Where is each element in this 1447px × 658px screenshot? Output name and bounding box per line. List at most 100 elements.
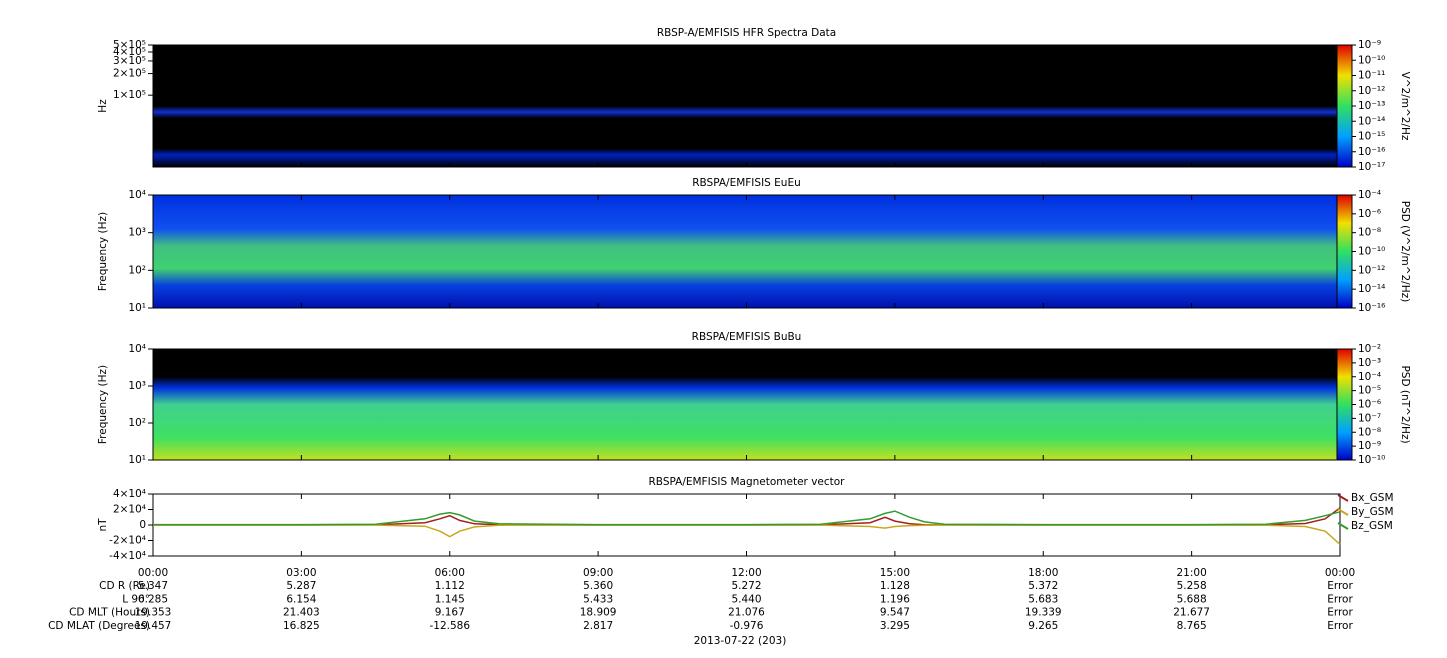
colorbar-tick-label: 10⁻⁹ bbox=[1358, 440, 1381, 452]
y-tick-label: 10⁴ bbox=[128, 189, 146, 201]
colorbar-tick-label: 10⁻¹¹ bbox=[1358, 70, 1385, 82]
colorbar-tick-label: 10⁻¹⁴ bbox=[1358, 115, 1385, 127]
colorbar-tick-label: 10⁻¹⁰ bbox=[1358, 246, 1385, 258]
y-tick-label: 5×10⁵ bbox=[113, 39, 146, 51]
y-axis-label: nT bbox=[97, 518, 109, 532]
ephemeris-value: 19.339 bbox=[1025, 607, 1062, 619]
ephemeris-value: Error bbox=[1327, 580, 1353, 592]
x-tick-label: 00:00 bbox=[138, 567, 168, 579]
y-tick-label: 2×10⁵ bbox=[113, 68, 146, 80]
series-line bbox=[153, 524, 1341, 545]
colorbar-tick-label: 10⁻⁷ bbox=[1358, 412, 1381, 424]
y-tick-label: 10³ bbox=[128, 380, 146, 392]
series-line bbox=[153, 510, 1341, 526]
x-tick-label: 09:00 bbox=[583, 567, 613, 579]
series-line bbox=[153, 507, 1341, 526]
ephemeris-label: CD MLAT (Degrees) bbox=[48, 620, 150, 632]
spectrogram bbox=[153, 349, 1340, 460]
y-tick-label: 3×10⁵ bbox=[113, 55, 146, 67]
y-tick-label: 4×10⁴ bbox=[113, 488, 146, 500]
colorbar-tick-label: 10⁻³ bbox=[1358, 357, 1381, 369]
ephemeris-value: 16.825 bbox=[283, 620, 320, 632]
y-tick-label: 10⁴ bbox=[128, 343, 146, 355]
ephemeris-value: 5.360 bbox=[583, 580, 613, 592]
colorbar-tick-label: 10⁻⁹ bbox=[1358, 39, 1381, 51]
y-tick-label: 1×10⁵ bbox=[113, 89, 146, 101]
ephemeris-value: Error bbox=[1327, 620, 1353, 632]
panel-title: RBSPA/EMFISIS BuBu bbox=[692, 331, 802, 343]
colorbar-tick-label: 10⁻¹³ bbox=[1358, 100, 1385, 112]
ephemeris-value: 9.547 bbox=[880, 607, 910, 619]
y-tick-label: -2×10⁴ bbox=[109, 535, 146, 547]
ephemeris-label: L 90° bbox=[122, 593, 150, 605]
colorbar-tick-label: 10⁻² bbox=[1358, 343, 1381, 355]
colorbar-tick-label: 10⁻¹⁵ bbox=[1358, 131, 1385, 143]
colorbar-tick-label: 10⁻⁶ bbox=[1358, 399, 1381, 411]
y-tick-label: 10¹ bbox=[128, 454, 146, 466]
x-tick-label: 18:00 bbox=[1028, 567, 1058, 579]
ephemeris-value: 5.347 bbox=[138, 580, 168, 592]
ephemeris-value: 5.683 bbox=[1028, 593, 1058, 605]
colorbar-tick-label: 10⁻⁸ bbox=[1358, 227, 1381, 239]
ephemeris-value: 8.765 bbox=[1177, 620, 1207, 632]
ephemeris-label: CD MLT (Hours) bbox=[69, 607, 150, 619]
y-tick-label: 10³ bbox=[128, 227, 146, 239]
y-tick-label: 0 bbox=[139, 519, 146, 531]
y-axis-label: Hz bbox=[97, 99, 109, 113]
ephemeris-value: 18.909 bbox=[580, 607, 617, 619]
x-tick-label: 15:00 bbox=[880, 567, 910, 579]
date-label: 2013-07-22 (203) bbox=[694, 635, 787, 647]
ephemeris-value: 19.353 bbox=[135, 607, 172, 619]
ephemeris-value: -0.976 bbox=[730, 620, 764, 632]
spectrogram bbox=[153, 45, 1340, 167]
ephemeris-value: 5.287 bbox=[286, 580, 316, 592]
ephemeris-value: 9.167 bbox=[435, 607, 465, 619]
y-tick-label: -4×10⁴ bbox=[109, 550, 146, 562]
colorbar-tick-label: 10⁻⁴ bbox=[1358, 189, 1381, 201]
ephemeris-value: Error bbox=[1327, 607, 1353, 619]
panel-title: RBSPA/EMFISIS Magnetometer vector bbox=[649, 476, 846, 488]
ephemeris-value: 21.677 bbox=[1173, 607, 1210, 619]
ephemeris-value: 2.817 bbox=[583, 620, 613, 632]
ephemeris-value: 1.145 bbox=[435, 593, 465, 605]
colorbar bbox=[1336, 348, 1353, 461]
ephemeris-value: 5.258 bbox=[1177, 580, 1207, 592]
ephemeris-label: CD R (Re) bbox=[99, 580, 150, 592]
y-axis-label: Frequency (Hz) bbox=[97, 212, 109, 291]
colorbar-tick-label: 10⁻¹⁶ bbox=[1358, 146, 1385, 158]
ephemeris-value: 5.272 bbox=[731, 580, 761, 592]
colorbar-tick-label: 10⁻⁵ bbox=[1358, 385, 1381, 397]
ephemeris-value: 9.265 bbox=[1028, 620, 1058, 632]
colorbar-label: PSD (nT^2/Hz) bbox=[1399, 365, 1411, 443]
x-tick-label: 21:00 bbox=[1176, 567, 1206, 579]
ephemeris-value: 5.440 bbox=[731, 593, 761, 605]
y-axis-label: Frequency (Hz) bbox=[97, 365, 109, 444]
ephemeris-value: 19.457 bbox=[135, 620, 172, 632]
ephemeris-value: 3.295 bbox=[880, 620, 910, 632]
legend-swatch bbox=[1337, 494, 1349, 502]
ephemeris-value: 5.433 bbox=[583, 593, 613, 605]
ephemeris-value: 1.196 bbox=[880, 593, 910, 605]
colorbar-tick-label: 10⁻¹⁶ bbox=[1358, 302, 1385, 314]
x-tick-label: 12:00 bbox=[731, 567, 761, 579]
ephemeris-value: -12.586 bbox=[429, 620, 470, 632]
colorbar-label: PSD (V^2/m^2/Hz) bbox=[1399, 201, 1411, 302]
colorbar-tick-label: 10⁻⁶ bbox=[1358, 208, 1381, 220]
x-tick-label: 03:00 bbox=[286, 567, 316, 579]
panel-title: RBSP-A/EMFISIS HFR Spectra Data bbox=[657, 27, 836, 39]
ephemeris-value: 6.154 bbox=[286, 593, 316, 605]
y-tick-label: 10² bbox=[128, 417, 146, 429]
legend-swatch bbox=[1337, 508, 1349, 516]
legend-swatch bbox=[1337, 522, 1349, 530]
ephemeris-value: 1.128 bbox=[880, 580, 910, 592]
ephemeris-value: Error bbox=[1327, 593, 1353, 605]
x-tick-label: 06:00 bbox=[435, 567, 465, 579]
colorbar-tick-label: 10⁻¹⁰ bbox=[1358, 54, 1385, 66]
ephemeris-value: 21.076 bbox=[728, 607, 765, 619]
ephemeris-value: 6.285 bbox=[138, 593, 168, 605]
ephemeris-value: 5.688 bbox=[1177, 593, 1207, 605]
colorbar-tick-label: 10⁻¹⁷ bbox=[1358, 161, 1385, 173]
y-tick-label: 4×10⁵ bbox=[113, 46, 146, 58]
y-tick-label: 10² bbox=[128, 264, 146, 276]
